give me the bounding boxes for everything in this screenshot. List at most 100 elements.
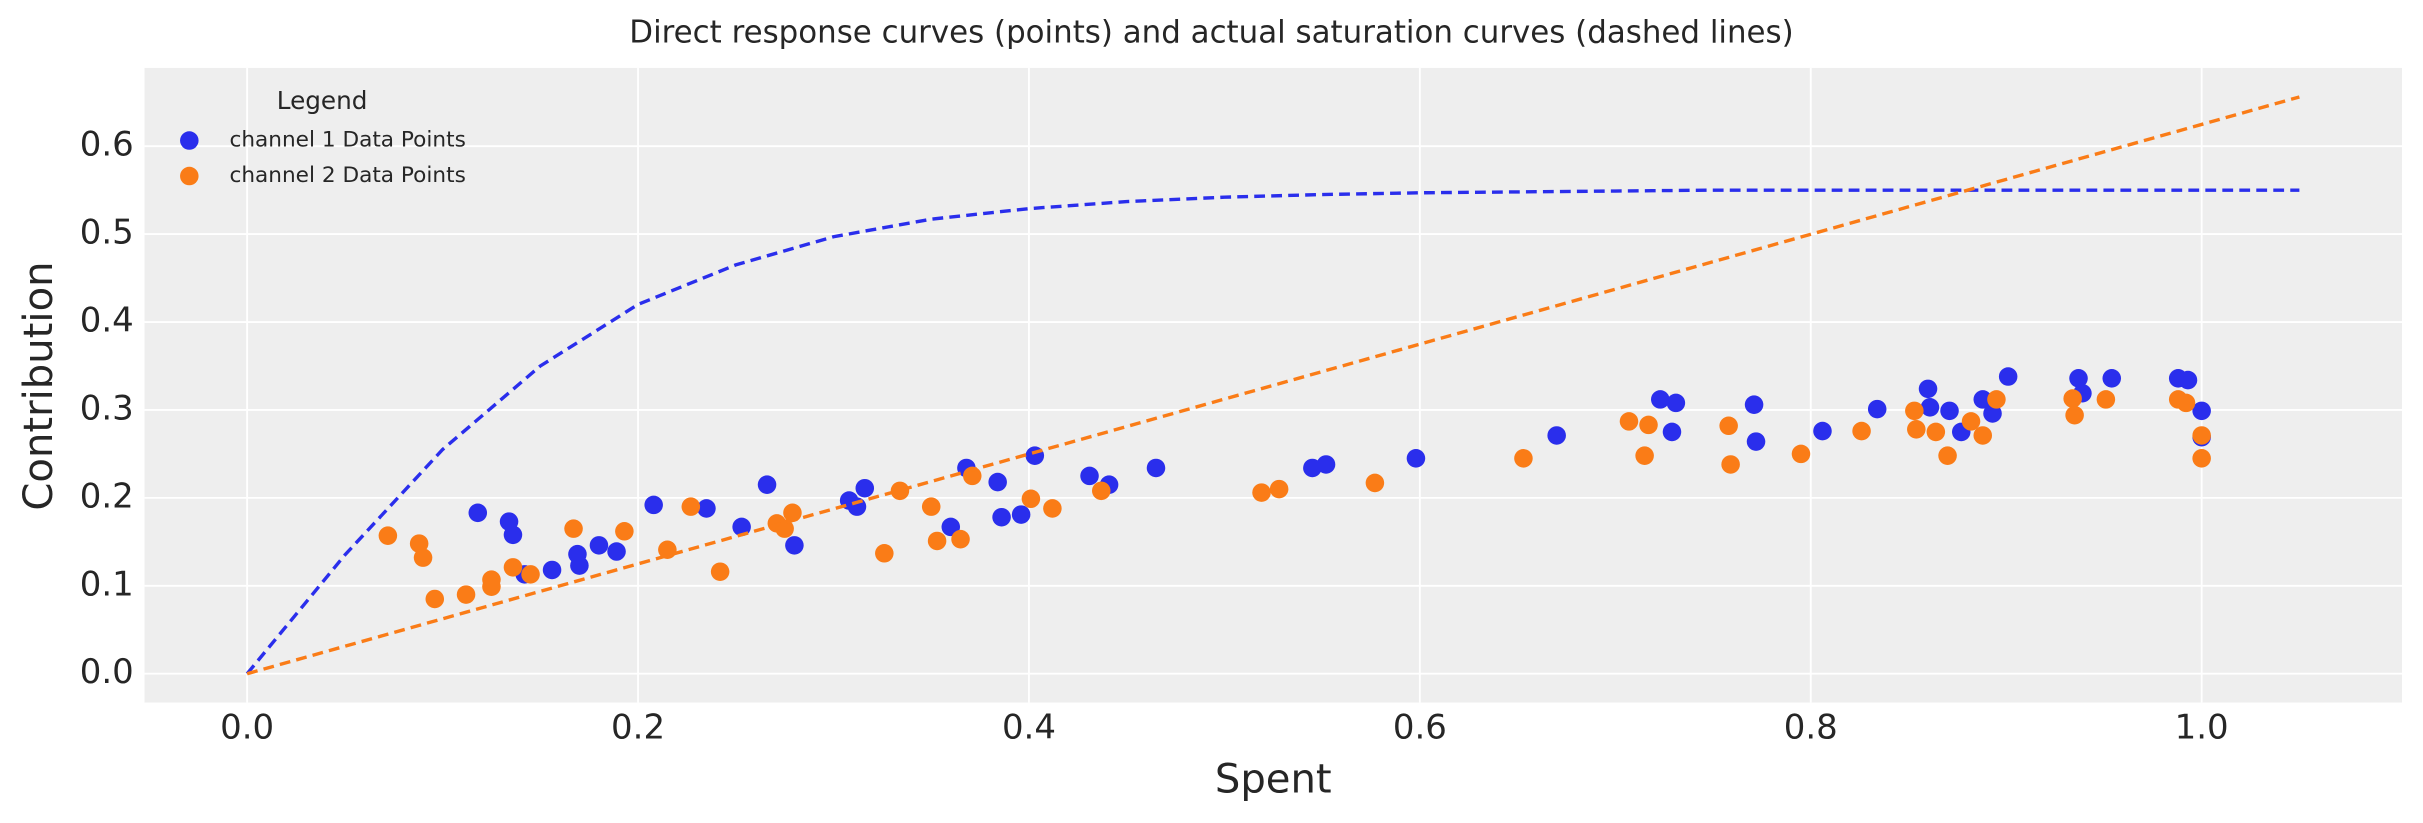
point (757, 475, 777, 494)
point (1639, 415, 1658, 435)
point (1547, 426, 1566, 445)
point (1852, 421, 1871, 441)
chart-title: Direct response curves (points) and actu… (629, 14, 1793, 50)
point (988, 472, 1007, 492)
point (1920, 398, 1940, 417)
legend-label: channel 2 Data Points (229, 163, 465, 188)
point (2096, 390, 2116, 409)
point (1619, 412, 1639, 431)
point (1938, 446, 1957, 465)
x-axis-label: Spent (1215, 756, 1332, 802)
point (2063, 389, 2082, 408)
point (1907, 420, 1926, 439)
point (1316, 455, 1336, 474)
point (710, 562, 730, 581)
point (503, 525, 523, 545)
point (378, 526, 398, 545)
point (1940, 401, 1959, 421)
x-tick-label: 0.0 (220, 707, 274, 747)
point (542, 560, 562, 580)
point (927, 531, 947, 551)
x-tick-label: 0.4 (1002, 707, 1056, 747)
point (1406, 449, 1426, 468)
point (644, 495, 663, 515)
point (1973, 390, 1993, 409)
y-tick-label: 0.6 (80, 125, 134, 165)
point (1365, 473, 1385, 493)
point (855, 478, 875, 498)
marks (245, 95, 2300, 676)
point (409, 534, 429, 553)
point (1080, 466, 1099, 486)
point (1092, 481, 1111, 501)
point (1146, 458, 1166, 478)
point (658, 540, 677, 560)
point (570, 556, 589, 575)
point (413, 548, 433, 567)
point (921, 497, 941, 516)
y-tick-label: 0.2 (80, 476, 134, 516)
point (503, 558, 523, 577)
point (1011, 505, 1031, 524)
x-tick-label: 0.2 (611, 707, 665, 747)
grid (144, 67, 2402, 703)
legend-marker (180, 131, 199, 150)
y-tick-label: 0.0 (80, 652, 134, 692)
point (456, 585, 476, 604)
point (1905, 401, 1924, 421)
point (2192, 426, 2211, 445)
point (2192, 401, 2211, 421)
point (1918, 379, 1938, 399)
point (890, 481, 910, 501)
point (992, 507, 1011, 527)
y-tick-label: 0.3 (80, 388, 134, 428)
y-tick-label: 0.1 (80, 564, 134, 604)
point (468, 503, 488, 523)
point (1662, 422, 1682, 442)
point (1744, 395, 1764, 414)
point (2065, 405, 2084, 425)
point (1961, 412, 1981, 431)
point (1269, 479, 1289, 499)
point (1746, 432, 1766, 451)
point (951, 529, 970, 549)
y-tick-label: 0.4 (80, 301, 134, 341)
x-tick-label: 0.8 (1784, 707, 1838, 747)
point (589, 536, 609, 555)
point (521, 565, 540, 584)
point (425, 589, 445, 609)
point (1719, 416, 1738, 436)
point (1043, 499, 1062, 518)
point (732, 517, 751, 537)
point (1514, 449, 1533, 468)
plot-area (144, 67, 2402, 703)
point (697, 499, 716, 518)
point (1650, 390, 1670, 409)
legend-label: channel 1 Data Points (229, 128, 465, 153)
point (783, 503, 802, 523)
point (2176, 393, 2196, 413)
point (1252, 483, 1271, 502)
y-tick-label: 0.5 (80, 213, 134, 253)
point (1998, 367, 2018, 386)
point (2102, 369, 2122, 388)
point (681, 497, 701, 516)
point (1791, 444, 1811, 464)
point (2192, 449, 2211, 468)
point (1021, 489, 1041, 509)
x-tick-label: 0.6 (1393, 707, 1447, 747)
point (564, 519, 583, 538)
point (607, 542, 626, 561)
x-tick-label: 1.0 (2175, 707, 2229, 747)
point (1635, 446, 1654, 465)
point (1987, 390, 2006, 409)
legend: Legend channel 1 Data Points channel 2 Dat… (180, 86, 466, 188)
point (785, 536, 804, 555)
saturation-line (246, 95, 2300, 676)
point (1973, 426, 1993, 445)
point (847, 497, 867, 516)
point (2069, 369, 2088, 388)
y-axis-label: Contribution (16, 261, 62, 510)
